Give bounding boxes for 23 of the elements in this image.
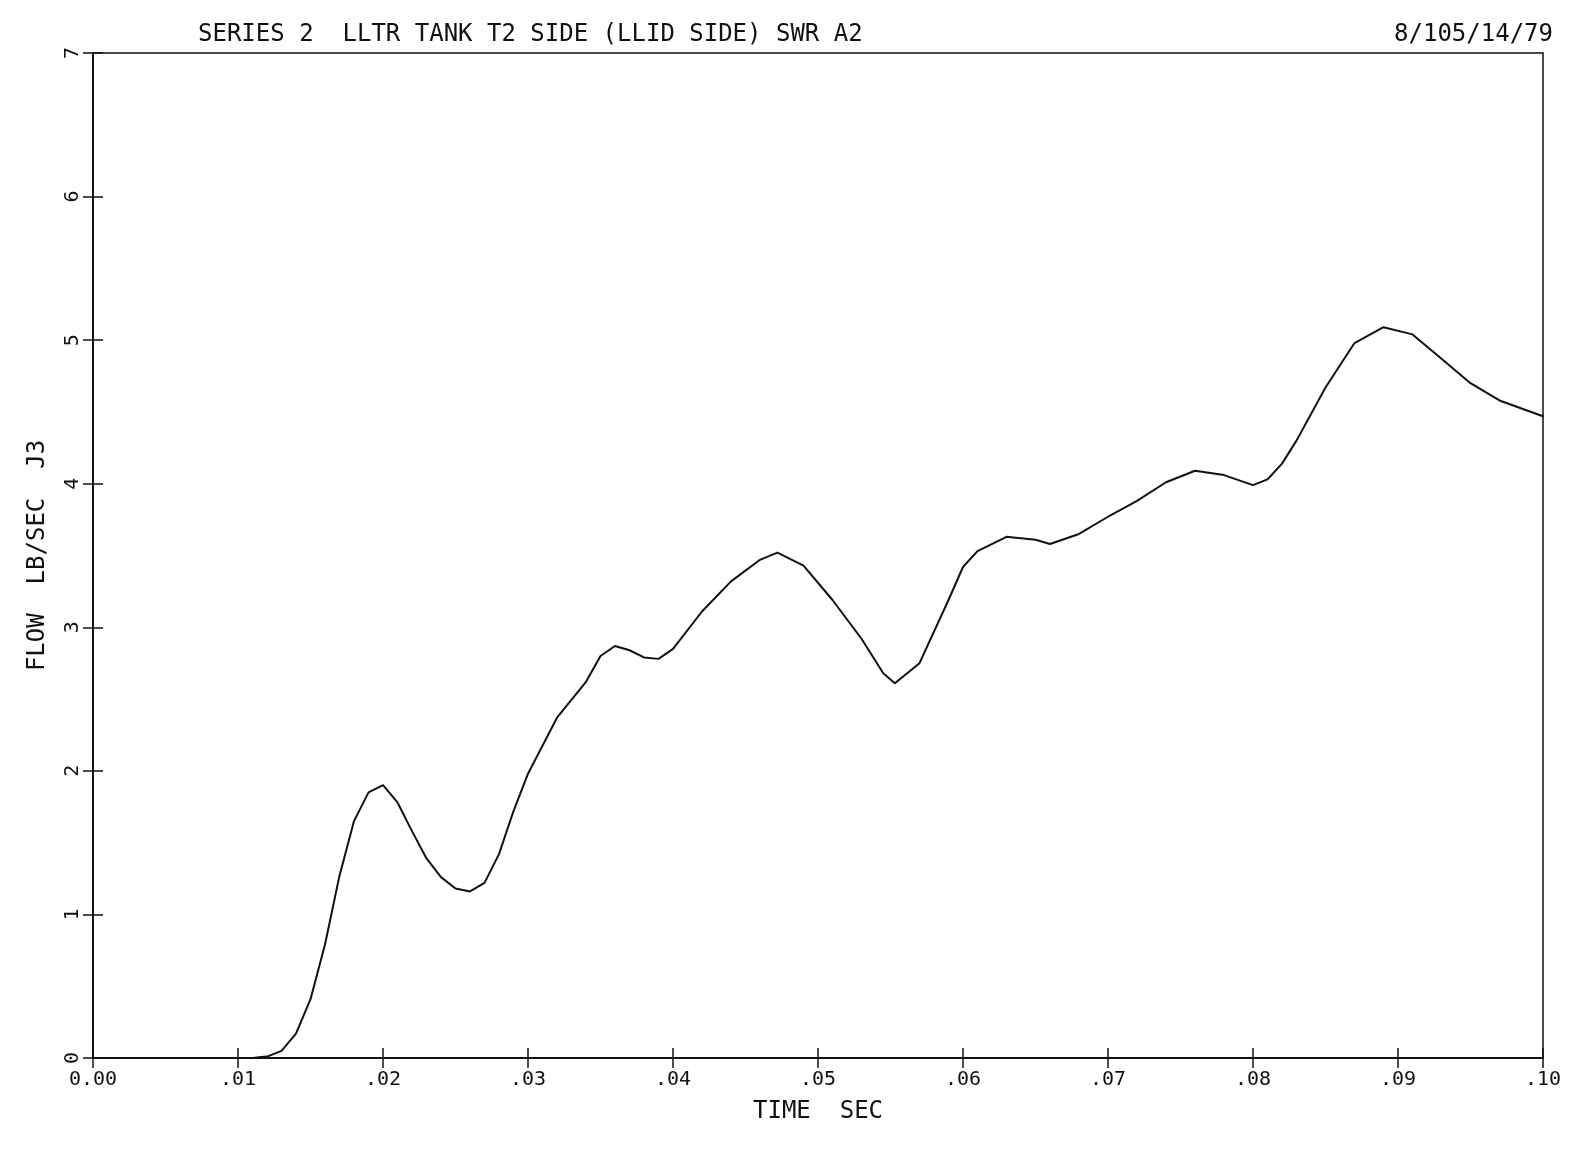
y-tick-label: 4: [59, 477, 83, 490]
y-tick-label: 7: [59, 46, 83, 60]
y-axis-title: FLOW LB/SEC J3: [22, 439, 50, 672]
x-tick-label: .09: [1379, 1066, 1417, 1090]
y-tick-label: 6: [59, 190, 83, 203]
y-tick-label: 0: [59, 1051, 83, 1065]
y-tick-label: 2: [59, 764, 83, 777]
x-tick-label: .02: [364, 1066, 402, 1090]
x-tick-label: .03: [509, 1066, 547, 1090]
x-tick-label: .07: [1089, 1066, 1127, 1090]
x-tick-label: .01: [219, 1066, 257, 1090]
x-tick-label: .10: [1524, 1066, 1562, 1090]
x-tick-label: .08: [1234, 1066, 1272, 1090]
chart-subtitle: 8/105/14/79: [1394, 19, 1554, 47]
y-tick-label: 3: [59, 621, 83, 634]
x-tick-label: .06: [944, 1066, 982, 1090]
chart-title: SERIES 2 LLTR TANK T2 SIDE (LLID SIDE) SWR A2: [198, 19, 863, 47]
y-tick-label: 1: [59, 908, 83, 921]
x-axis-title: TIME SEC: [752, 1096, 884, 1124]
y-tick-label: 5: [59, 334, 83, 347]
x-tick-label: .04: [654, 1066, 692, 1090]
x-tick-label: .05: [799, 1066, 837, 1090]
x-tick-label: 0.00: [68, 1066, 118, 1090]
